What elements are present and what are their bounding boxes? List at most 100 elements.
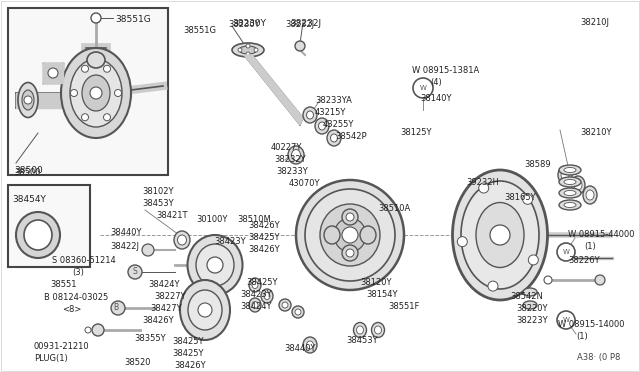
Bar [8,8,168,175]
Ellipse shape [371,323,385,337]
Ellipse shape [303,107,317,123]
Text: 38510A: 38510A [378,204,410,213]
Text: 38425Y: 38425Y [246,278,278,287]
Circle shape [104,65,111,72]
Text: 38520: 38520 [124,358,150,367]
Ellipse shape [374,326,381,334]
Ellipse shape [360,226,376,244]
Text: 38425Y: 38425Y [172,337,204,346]
Ellipse shape [296,180,404,290]
Text: 38423Y: 38423Y [240,290,271,299]
Ellipse shape [180,280,230,340]
Ellipse shape [249,278,261,292]
Text: (1): (1) [576,332,588,341]
Ellipse shape [282,302,288,308]
Ellipse shape [342,209,358,225]
Text: W: W [563,317,570,323]
Ellipse shape [292,306,304,318]
Text: (1): (1) [584,242,596,251]
Circle shape [295,41,305,51]
Ellipse shape [356,326,364,334]
Circle shape [342,227,358,243]
Circle shape [458,237,467,247]
Text: 38230Y: 38230Y [232,19,266,28]
Ellipse shape [264,292,270,299]
Text: 38210Y: 38210Y [580,128,611,137]
Circle shape [81,65,88,72]
Ellipse shape [307,111,314,119]
Circle shape [529,255,538,265]
Ellipse shape [252,301,258,308]
Ellipse shape [586,190,594,200]
Text: 38232J: 38232J [290,19,321,28]
Circle shape [104,114,111,121]
Text: 38165Y: 38165Y [504,193,536,202]
Text: 38223Y: 38223Y [516,316,548,325]
Ellipse shape [279,299,291,311]
Polygon shape [43,63,63,83]
Text: W: W [420,85,426,91]
Text: 38453Y: 38453Y [346,336,378,345]
Text: W 08915-14000: W 08915-14000 [558,320,625,329]
Text: (3): (3) [72,268,84,277]
Text: 43255Y: 43255Y [323,120,355,129]
Circle shape [557,243,575,261]
Text: 38220Y: 38220Y [516,304,547,313]
Text: 38542N: 38542N [510,292,543,301]
Ellipse shape [70,59,122,127]
Text: 38140Y: 38140Y [420,94,451,103]
Circle shape [115,90,122,96]
Text: 38226Y: 38226Y [568,256,600,265]
Text: 38154Y: 38154Y [366,290,397,299]
Text: 38426Y: 38426Y [248,221,280,230]
Circle shape [479,183,489,193]
Ellipse shape [261,289,273,303]
Text: B 08124-03025: B 08124-03025 [44,293,108,302]
Text: (4): (4) [430,78,442,87]
Ellipse shape [353,323,367,337]
Text: 38551: 38551 [50,280,77,289]
Text: 38551G: 38551G [183,26,216,35]
Ellipse shape [564,190,576,196]
Circle shape [488,281,498,291]
Circle shape [238,48,242,52]
Circle shape [346,213,354,221]
Circle shape [246,44,250,48]
Ellipse shape [564,167,576,173]
Text: 39232H: 39232H [466,178,499,187]
Ellipse shape [61,48,131,138]
Ellipse shape [564,180,576,185]
Text: 38210J: 38210J [580,18,609,27]
Ellipse shape [320,204,380,266]
Ellipse shape [559,200,581,210]
Text: 38454Y: 38454Y [12,195,46,204]
Ellipse shape [559,188,581,198]
Ellipse shape [523,288,537,296]
Circle shape [557,311,575,329]
Text: A38· (0 P8: A38· (0 P8 [577,353,620,362]
Text: 38440Y: 38440Y [284,344,316,353]
Ellipse shape [523,301,537,309]
Ellipse shape [327,130,341,146]
Circle shape [70,90,77,96]
Circle shape [85,327,91,333]
Ellipse shape [291,150,301,160]
Text: 38422J: 38422J [110,242,139,251]
Ellipse shape [476,202,524,267]
Text: W 08915-44000: W 08915-44000 [568,230,634,239]
Text: 38426Y: 38426Y [174,361,205,370]
Text: 38426Y: 38426Y [248,245,280,254]
Ellipse shape [307,341,314,349]
Text: 38542P: 38542P [335,132,367,141]
Circle shape [207,257,223,273]
Ellipse shape [288,146,304,164]
Text: 38232Y: 38232Y [274,155,306,164]
Ellipse shape [561,170,569,180]
Text: 38355Y: 38355Y [134,334,166,343]
Text: 38426Y: 38426Y [142,316,173,325]
Ellipse shape [252,282,258,289]
Text: 00931-21210: 00931-21210 [34,342,90,351]
Ellipse shape [24,220,52,250]
Text: 38423Y: 38423Y [214,237,246,246]
Text: 38227Y: 38227Y [154,292,186,301]
